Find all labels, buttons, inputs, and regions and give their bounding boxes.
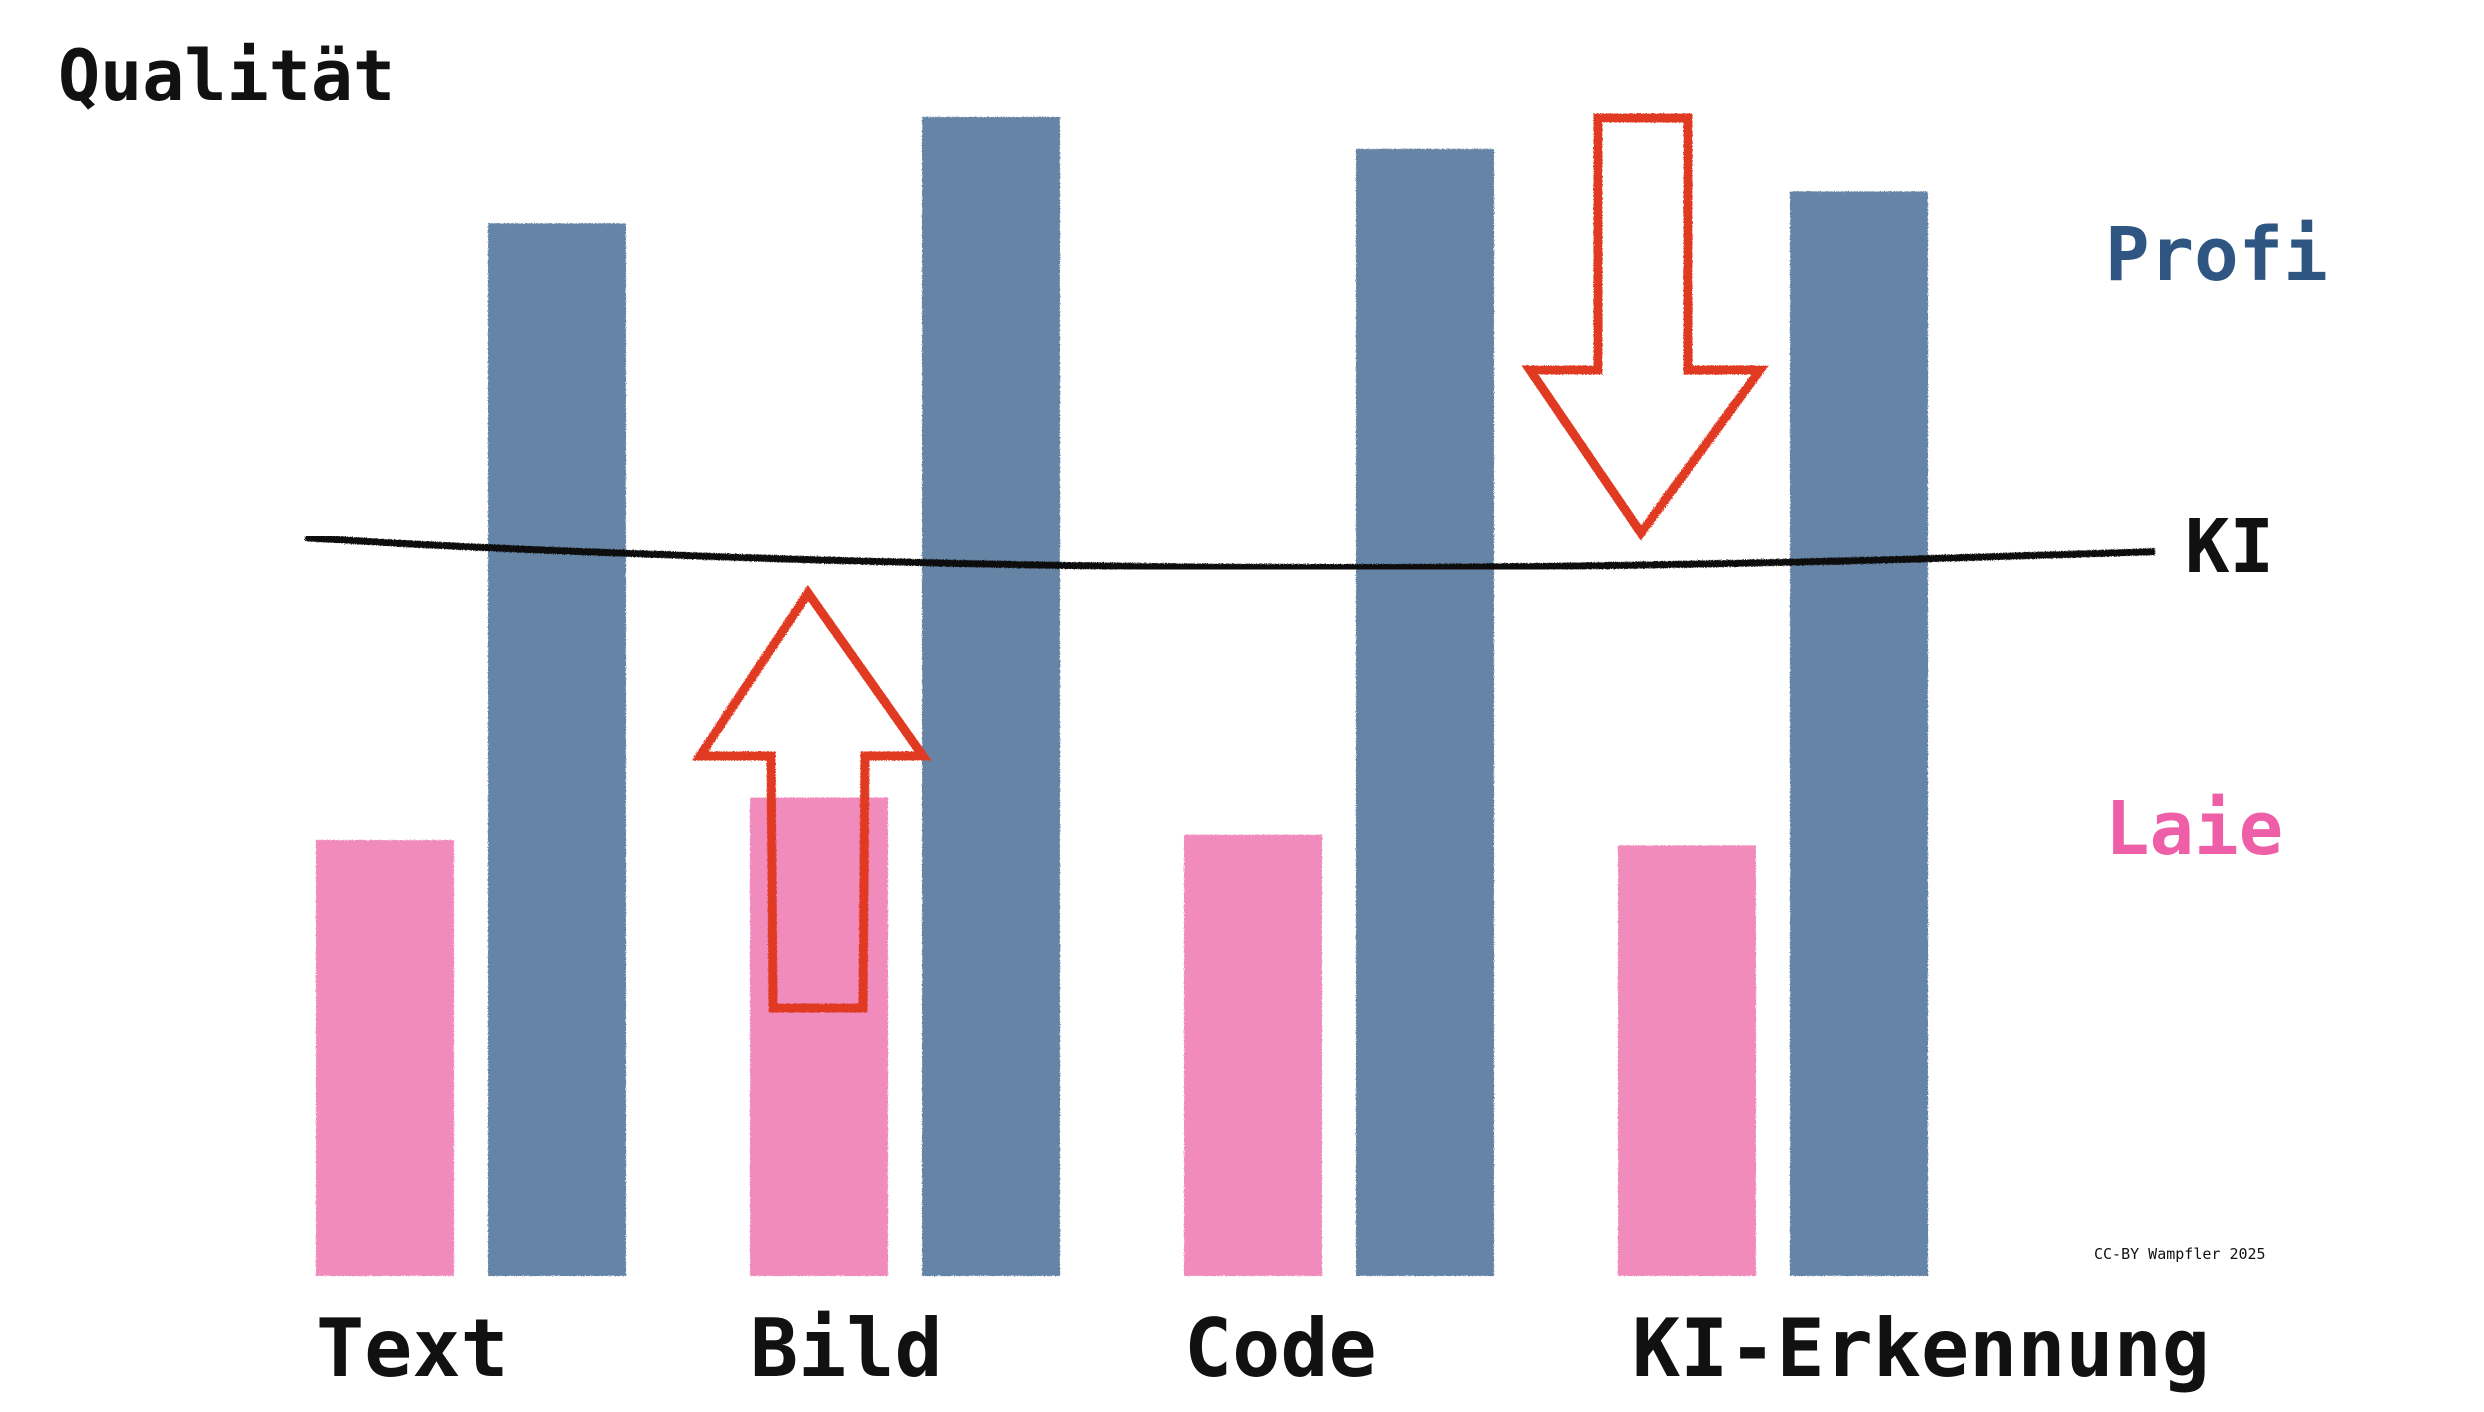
bar-profi-ki-erkennung xyxy=(1790,191,1928,1276)
legend-ki: KI xyxy=(2185,504,2274,590)
annotations xyxy=(691,113,1769,1013)
legend-profi: Profi xyxy=(2105,212,2328,298)
arrow-up-icon xyxy=(691,585,932,1013)
bar-laie-ki-erkennung xyxy=(1618,845,1756,1276)
bar-profi-bild xyxy=(922,116,1060,1276)
x-tick-code: Code xyxy=(1184,1302,1377,1395)
x-tick-bild: Bild xyxy=(750,1302,943,1395)
bar-profi-code xyxy=(1356,148,1494,1276)
x-tick-labels: Text Bild Code KI-Erkennung xyxy=(316,1302,2210,1395)
bar-profi-text xyxy=(488,223,626,1276)
credit-text: CC-BY Wampfler 2025 xyxy=(2094,1245,2266,1263)
bar-laie-code xyxy=(1184,834,1322,1276)
x-tick-ki-erkennung: KI-Erkennung xyxy=(1632,1302,2210,1395)
y-axis-label: Qualität xyxy=(58,35,395,117)
arrow-down-icon xyxy=(1521,113,1769,541)
series-profi xyxy=(488,116,1928,1276)
bar-laie-text xyxy=(316,840,454,1276)
legend-laie: Laie xyxy=(2105,786,2283,872)
x-tick-text: Text xyxy=(316,1302,509,1395)
ki-line xyxy=(304,534,2156,572)
